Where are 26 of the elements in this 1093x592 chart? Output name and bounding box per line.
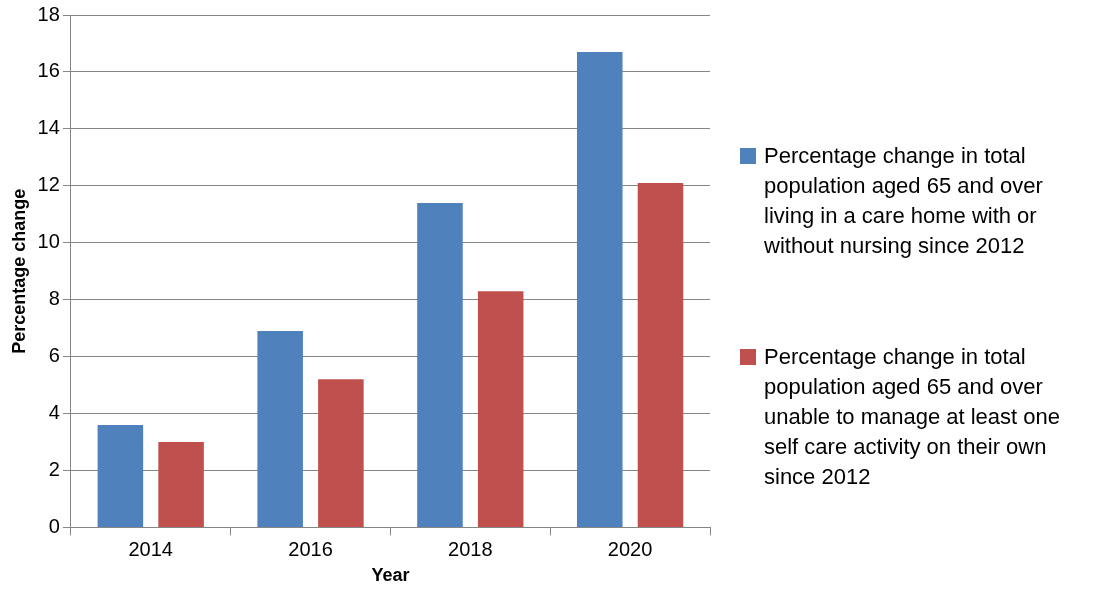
bar <box>158 442 204 527</box>
x-tick-label: 2018 <box>448 537 493 560</box>
bar <box>576 52 623 527</box>
x-tick-label: 2014 <box>128 537 173 560</box>
y-axis-title: Percentage change <box>8 188 29 354</box>
bar <box>637 182 684 527</box>
y-tick-label: 6 <box>48 344 60 367</box>
bar <box>97 424 144 527</box>
y-tick-label: 8 <box>48 287 60 310</box>
y-tick-label: 0 <box>48 514 60 537</box>
bar <box>417 202 463 527</box>
x-axis-title: Year <box>371 565 410 586</box>
bar <box>477 291 524 527</box>
legend-label: Percentage change in total population aged 65 and over unable to manage at least one self care activity on their own since 2012 <box>764 342 1061 491</box>
bar <box>318 379 364 527</box>
bar <box>257 330 303 527</box>
y-tick-label: 18 <box>37 2 60 25</box>
x-tick-label: 2020 <box>607 537 653 560</box>
y-tick-label: 2 <box>48 457 60 480</box>
y-tick-label: 16 <box>37 59 60 82</box>
y-tick-label: 4 <box>48 401 60 424</box>
x-tick-label: 2016 <box>288 537 333 560</box>
legend-label: Percentage change in total population aged 65 and over living in a care home with or without nursing since 2012 <box>764 141 1044 260</box>
y-tick-label: 14 <box>37 116 60 139</box>
y-tick-label: 10 <box>37 230 60 253</box>
y-tick-label: 12 <box>37 173 60 196</box>
